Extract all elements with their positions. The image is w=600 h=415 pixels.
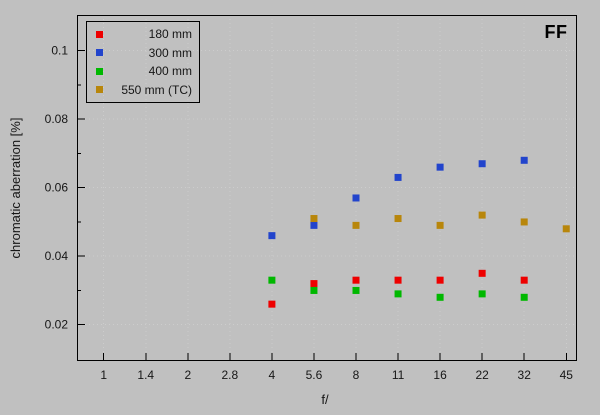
x-tick-label: 11 — [392, 368, 405, 382]
data-point-550mmtc-f32 — [520, 218, 528, 226]
data-point-550mmtc-f45 — [562, 225, 570, 233]
legend-item-300mm: 300 mm — [87, 46, 199, 60]
x-tick-label: 22 — [475, 368, 489, 382]
data-point-300mm-f32 — [520, 156, 528, 164]
legend-label: 180 mm — [148, 27, 192, 42]
data-point-400mm-f4 — [268, 276, 276, 284]
legend-item-400mm: 400 mm — [87, 64, 199, 78]
y-axis-title: chromatic aberration [%] — [8, 117, 23, 259]
legend-label: 550 mm (TC) — [121, 82, 192, 97]
y-tick-label: 0.1 — [51, 44, 68, 58]
y-tick-label: 0.06 — [45, 181, 69, 195]
legend: 180 mm 300 mm 400 mm 550 mm (TC) — [86, 21, 200, 103]
data-point-300mm-f16 — [436, 163, 444, 171]
x-tick-label: 1 — [100, 368, 107, 382]
legend-label: 400 mm — [148, 64, 192, 79]
x-tick-label: 32 — [518, 368, 532, 382]
data-point-400mm-f32 — [520, 293, 528, 301]
x-axis-title: f/ — [321, 392, 329, 407]
data-point-180mm-f11 — [394, 276, 402, 284]
y-tick-label: 0.02 — [45, 318, 69, 332]
data-point-400mm-f5.6 — [310, 286, 318, 294]
data-point-300mm-f5.6 — [310, 221, 318, 229]
data-point-550mmtc-f16 — [436, 221, 444, 229]
data-point-180mm-f5.6 — [310, 280, 318, 288]
format-badge-ff: FF — [544, 22, 568, 42]
legend-item-550mm-tc: 550 mm (TC) — [87, 83, 199, 97]
x-tick-label: 8 — [353, 368, 360, 382]
x-tick-label: 2.8 — [222, 368, 239, 382]
data-point-300mm-f22 — [478, 160, 486, 168]
data-point-550mmtc-f22 — [478, 211, 486, 219]
data-point-180mm-f4 — [268, 300, 276, 308]
data-point-180mm-f22 — [478, 269, 486, 277]
legend-swatch-180mm — [96, 30, 103, 38]
legend-label: 300 mm — [148, 45, 192, 60]
data-point-400mm-f16 — [436, 293, 444, 301]
x-tick-label: 16 — [433, 368, 447, 382]
legend-swatch-300mm — [96, 49, 103, 57]
legend-swatch-550mm-tc — [96, 86, 103, 94]
x-tick-label: 4 — [269, 368, 276, 382]
data-point-550mmtc-f8 — [352, 221, 360, 229]
data-point-300mm-f4 — [268, 232, 276, 240]
x-tick-label: 45 — [560, 368, 574, 382]
data-point-180mm-f8 — [352, 276, 360, 284]
data-point-550mmtc-f5.6 — [310, 215, 318, 223]
legend-swatch-400mm — [96, 67, 103, 75]
data-point-400mm-f11 — [394, 290, 402, 298]
data-point-400mm-f8 — [352, 286, 360, 294]
y-tick-label: 0.08 — [45, 112, 69, 126]
x-tick-label: 2 — [184, 368, 191, 382]
data-point-550mmtc-f11 — [394, 215, 402, 223]
data-point-300mm-f11 — [394, 173, 402, 181]
data-point-180mm-f32 — [520, 276, 528, 284]
y-tick-label: 0.04 — [45, 249, 69, 263]
x-tick-label: 5.6 — [306, 368, 323, 382]
legend-item-180mm: 180 mm — [87, 27, 199, 41]
x-tick-label: 1.4 — [137, 368, 154, 382]
data-point-180mm-f16 — [436, 276, 444, 284]
data-point-400mm-f22 — [478, 290, 486, 298]
data-point-300mm-f8 — [352, 194, 360, 202]
